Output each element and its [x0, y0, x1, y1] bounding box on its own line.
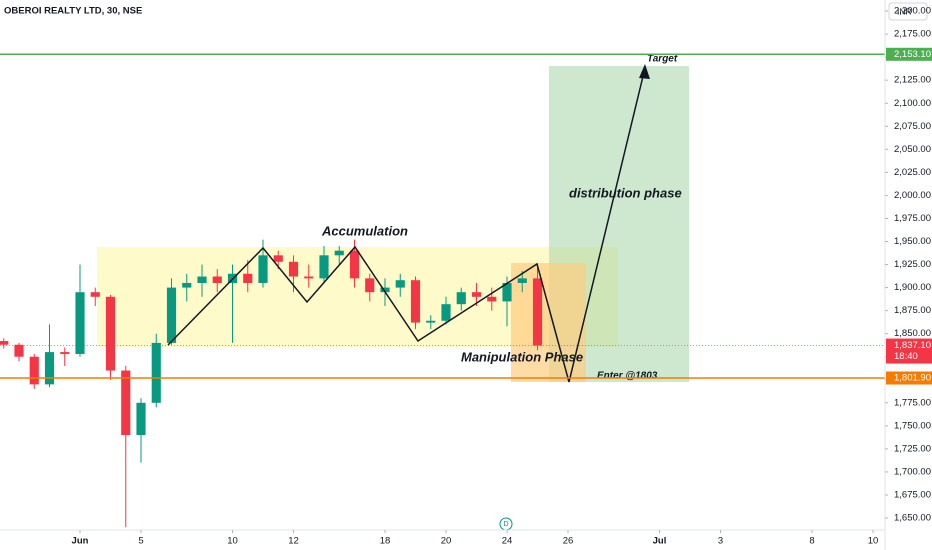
x-tick-label: 18	[380, 536, 391, 547]
candle-body	[121, 370, 131, 436]
last-price-box	[886, 338, 932, 364]
candle-body	[365, 278, 375, 293]
candle-body	[288, 261, 299, 277]
candle-body	[410, 280, 421, 323]
x-tick-label: 20	[441, 536, 452, 547]
y-tick-label: 1,675.00	[894, 489, 931, 500]
x-tick-label: 12	[288, 536, 299, 547]
x-tick-label: 10	[227, 536, 238, 547]
x-tick-label: 10	[868, 536, 879, 547]
x-tick-label: 26	[563, 536, 574, 547]
candle-body	[304, 276, 314, 279]
candle-body	[380, 287, 390, 293]
x-tick-label: 24	[502, 536, 513, 547]
path-drawing	[167, 67, 646, 383]
candle-body	[471, 292, 482, 297]
y-tick-label: 1,775.00	[894, 397, 931, 408]
target-label: Target	[647, 54, 678, 65]
candle-body	[60, 352, 70, 354]
y-tick-label: 1,975.00	[894, 213, 931, 224]
currency-button[interactable]	[888, 2, 928, 21]
candle-body	[532, 278, 543, 346]
candle-body	[44, 352, 55, 385]
candle-body	[75, 292, 85, 354]
candle-body	[166, 287, 177, 343]
y-tick-label: 1,925.00	[894, 259, 931, 270]
arrow-head	[639, 64, 650, 79]
y-tick-label: 1,750.00	[894, 420, 931, 431]
candle-body	[456, 292, 466, 305]
level-price-box	[886, 371, 932, 385]
candle-body	[29, 356, 39, 385]
currency-label[interactable]: INR	[897, 6, 912, 16]
x-tick-label: 5	[138, 536, 143, 547]
candle-body	[182, 282, 192, 288]
candle-body	[197, 276, 207, 283]
candle-body	[14, 344, 24, 357]
candle-body	[395, 280, 405, 288]
dividend-label[interactable]: D	[503, 521, 508, 528]
level-price-box	[886, 47, 932, 61]
countdown-label: 18:40	[894, 351, 918, 362]
candle-body	[212, 276, 222, 283]
x-tick-label: Jun	[72, 536, 89, 547]
candle-body	[349, 250, 360, 279]
candle-body	[517, 278, 527, 283]
distribution-label: distribution phase	[569, 185, 682, 200]
symbol-title: OBEROI REALTY LTD, 30, NSE	[4, 6, 142, 17]
candle-body	[0, 341, 9, 345]
candle-body	[319, 255, 329, 279]
accumulation-label: Accumulation	[321, 223, 408, 238]
drawings: Accumulation Manipulation Phase distribu…	[0, 53, 885, 531]
x-tick-label: Jul	[653, 536, 667, 547]
y-tick-label: 1,650.00	[894, 513, 931, 524]
candle-body	[151, 342, 161, 403]
candle-body	[334, 250, 344, 256]
y-tick-label: 1,900.00	[894, 282, 931, 293]
y-tick-label: 1,725.00	[894, 443, 931, 454]
y-tick-label: 2,050.00	[894, 144, 931, 155]
y-tick-label: 1,950.00	[894, 236, 931, 247]
candle-body	[502, 282, 512, 302]
x-tick-label: 8	[809, 536, 814, 547]
candle-body	[136, 402, 146, 436]
y-tick-label: 2,175.00	[894, 29, 931, 40]
y-tick-label: 2,125.00	[894, 75, 931, 86]
y-tick-label: 1,850.00	[894, 328, 931, 339]
level-price-label: 2,153.10	[894, 49, 931, 60]
manipulation-label: Manipulation Phase	[461, 349, 583, 364]
candle-body	[243, 273, 253, 283]
entry-label: Enter @1803	[597, 371, 658, 382]
y-tick-label: 2,100.00	[894, 98, 931, 109]
candle-body	[441, 304, 451, 321]
candle-body	[426, 320, 436, 323]
x-tick-label: 3	[718, 536, 723, 547]
last-price-label: 1,837.10	[894, 340, 931, 351]
axes: 1,650.00 1,675.00 1,700.00 1,725.00 1,750.00…	[72, 6, 931, 547]
y-tick-label: 2,200.00	[894, 6, 931, 17]
y-tick-label: 2,025.00	[894, 167, 931, 178]
y-tick-label: 1,875.00	[894, 305, 931, 316]
candle-body	[105, 296, 116, 371]
candle-body	[258, 255, 268, 283]
level-price-label: 1,801.90	[894, 373, 931, 384]
candle-body	[90, 292, 100, 297]
y-tick-label: 1,700.00	[894, 466, 931, 477]
candle-body	[487, 296, 497, 302]
candle-body	[273, 255, 283, 262]
y-tick-label: 2,075.00	[894, 121, 931, 132]
y-tick-label: 2,000.00	[894, 190, 931, 201]
